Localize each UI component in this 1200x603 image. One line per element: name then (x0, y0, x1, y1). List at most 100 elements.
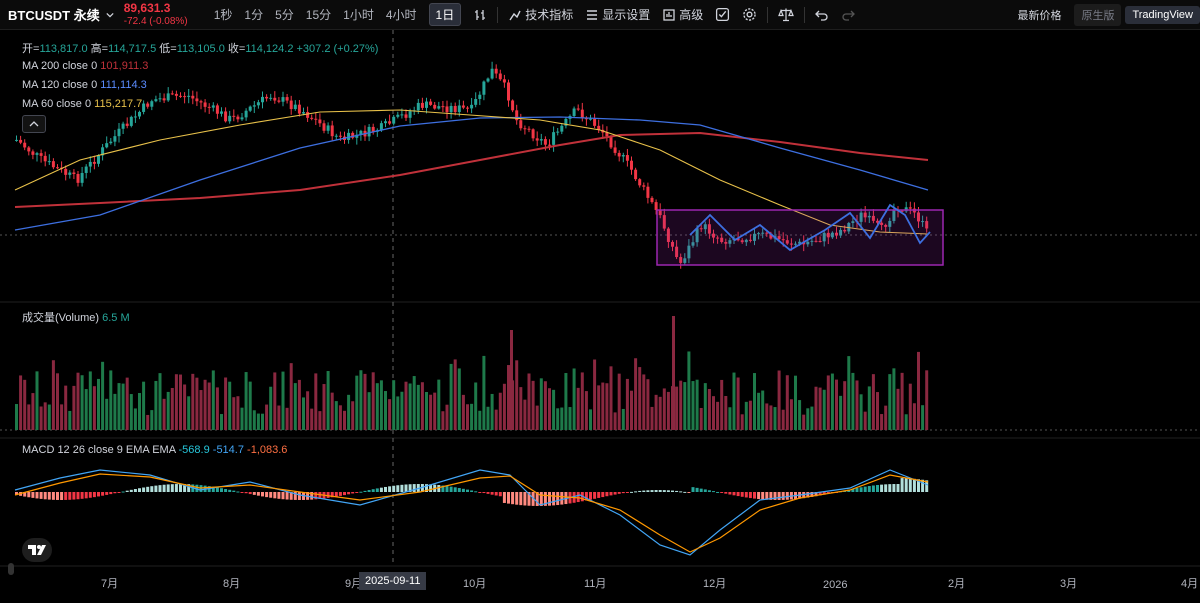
timeframe-1d[interactable]: 1日 (428, 3, 462, 26)
macd-histogram-bar (613, 492, 617, 495)
tradingview-view-button[interactable]: TradingView (1125, 6, 1200, 24)
candle-body (789, 243, 793, 245)
candle-body (765, 232, 769, 234)
tradingview-logo-icon[interactable] (22, 538, 52, 562)
advanced-label: 高级 (679, 8, 704, 22)
candle-body (347, 132, 351, 140)
candle-body (420, 102, 424, 108)
volume-bar (179, 374, 182, 430)
macd-histogram-bar (281, 492, 285, 500)
ma60-legend[interactable]: MA 60 close 0 115,217.7 (22, 98, 142, 110)
ma120-legend[interactable]: MA 120 close 0 111,114.3 (22, 79, 147, 91)
candle-body (236, 116, 240, 120)
timeframe-1m[interactable]: 1分 (244, 8, 264, 22)
macd-histogram-bar (228, 489, 232, 492)
volume-bar (437, 379, 441, 430)
macd-histogram-bar (810, 492, 814, 497)
xaxis-label-aug: 8月 (223, 578, 241, 590)
candle-body (302, 112, 305, 114)
macd-histogram-bar (174, 484, 178, 492)
volume-bar (97, 378, 100, 430)
macd-histogram-bar (125, 490, 129, 492)
bar-style-icon[interactable] (473, 8, 487, 22)
candle-body (507, 82, 510, 101)
candle-body (826, 232, 830, 238)
candle-body (658, 209, 662, 216)
indicators-button[interactable]: 技术指标 (508, 6, 573, 23)
volume-bar (789, 399, 793, 430)
timeframe-15m[interactable]: 15分 (305, 8, 332, 22)
ma60-value: 115,217.7 (94, 98, 143, 110)
original-view-button[interactable]: 原生版 (1074, 4, 1122, 26)
volume-bar (523, 399, 527, 430)
macd-histogram-bar (589, 492, 592, 500)
timeframe-1s[interactable]: 1秒 (213, 8, 233, 22)
volume-bar (138, 393, 141, 430)
candle-body (297, 104, 301, 114)
volume-bar (613, 412, 617, 430)
macd-histogram-bar (248, 492, 252, 495)
macd-legend[interactable]: MACD 12 26 close 9 EMA EMA -568.9 -514.7… (22, 444, 287, 456)
volume-bar (56, 373, 59, 430)
candle-body (818, 240, 822, 242)
display-settings-button[interactable]: 显示设置 (585, 6, 650, 23)
macd-histogram-bar (531, 492, 535, 506)
chevron-down-icon[interactable] (106, 11, 114, 19)
volume-legend[interactable]: 成交量(Volume) 6.5 M (22, 309, 130, 325)
candle-body (650, 197, 654, 203)
macd-histogram-bar (170, 484, 174, 492)
macd-histogram-bar (921, 479, 925, 492)
volume-bar (589, 409, 592, 430)
candle-body (822, 232, 826, 242)
macd-histogram-bar (285, 492, 289, 500)
macd-histogram-bar (51, 492, 55, 500)
candle-body (597, 125, 601, 130)
symbol-name[interactable]: BTCUSDT 永续 (8, 8, 100, 23)
macd-histogram-bar (867, 486, 871, 492)
redo-icon[interactable] (841, 8, 856, 22)
volume-bar (224, 377, 228, 430)
advanced-button[interactable]: 高级 (662, 6, 703, 23)
timeframe-4h[interactable]: 4小时 (385, 8, 417, 22)
timeframe-1h[interactable]: 1小时 (343, 8, 374, 22)
candle-body (429, 101, 433, 105)
candle-body (101, 147, 105, 156)
macd-signal-line (14, 473, 929, 553)
candle-body (334, 135, 338, 137)
candle-body (433, 104, 437, 109)
volume-bar (215, 387, 219, 430)
macd-histogram-bar (166, 484, 170, 492)
volume-bar (425, 391, 428, 430)
macd-histogram-bar (560, 492, 564, 505)
timeframe-5m[interactable]: 5分 (275, 8, 294, 22)
candle-body (142, 103, 146, 112)
candle-body (388, 121, 392, 124)
latest-price-button[interactable]: 最新价格 (1017, 10, 1062, 22)
collapse-legend-button[interactable] (22, 115, 46, 133)
volume-bar (326, 371, 330, 430)
candle-body (232, 115, 236, 117)
price-chart-canvas[interactable] (0, 30, 1200, 603)
volume-bar (174, 374, 178, 430)
volume-bar (203, 379, 207, 430)
macd-histogram-bar (375, 488, 379, 492)
macd-histogram-bar (343, 492, 346, 496)
macd-histogram-bar (379, 487, 383, 492)
volume-bar (121, 383, 125, 430)
macd-histogram-bar (76, 492, 80, 500)
volume-bar (195, 377, 199, 430)
volume-bar (625, 378, 629, 430)
macd-histogram-bar (293, 492, 297, 500)
xaxis-label-apr: 4月 (1181, 578, 1199, 590)
balance-icon[interactable] (778, 7, 795, 22)
candle-body (220, 111, 223, 114)
ma200-legend[interactable]: MA 200 close 0 101,911.3 (22, 60, 148, 72)
candle-body (839, 229, 843, 236)
settings-icon[interactable] (742, 7, 757, 22)
chart-scrollbar[interactable] (8, 563, 14, 575)
undo-icon[interactable] (815, 8, 829, 22)
macd-histogram-bar (23, 492, 27, 497)
replay-icon[interactable] (715, 7, 730, 22)
candle-body (757, 233, 761, 235)
volume-bar (80, 375, 84, 430)
